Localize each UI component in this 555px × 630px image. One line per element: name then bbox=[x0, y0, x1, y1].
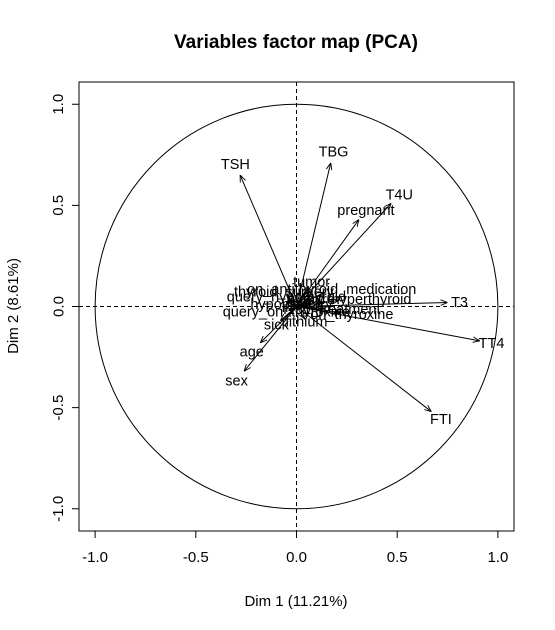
variable-label: T4U bbox=[386, 188, 413, 204]
variable-label: T3 bbox=[451, 295, 468, 311]
variable-arrow bbox=[296, 203, 392, 307]
x-axis-label: Dim 1 (11.21%) bbox=[244, 593, 347, 610]
y-axis-label: Dim 2 (8.61%) bbox=[5, 258, 22, 354]
variable-label: query_hyperthyroid bbox=[287, 292, 411, 308]
variable-arrows bbox=[240, 163, 480, 412]
variable-arrow bbox=[296, 306, 432, 412]
axes: -1.0 -0.5 0.0 0.5 1.0 -1.0 -0.5 0.0 0.5 1.0 bbox=[50, 94, 508, 566]
variable-arrow bbox=[296, 163, 331, 307]
x-tick-label: 1.0 bbox=[487, 549, 508, 566]
y-tick-label: -0.5 bbox=[50, 395, 67, 421]
variable-label: TBG bbox=[319, 144, 349, 160]
variable-label: TT4 bbox=[479, 336, 505, 352]
variable-label: query_hypothyroid bbox=[227, 289, 346, 305]
variable-label: I131_treatment bbox=[283, 302, 381, 318]
variable-label: pregnant bbox=[337, 203, 394, 219]
x-tick-label: 0.5 bbox=[387, 549, 408, 566]
variable-arrow bbox=[260, 306, 297, 343]
variable-label: lithium bbox=[286, 315, 328, 331]
variable-label: TSH bbox=[221, 157, 250, 173]
variable-arrow bbox=[244, 306, 297, 372]
variable-label: on_thyroxine bbox=[310, 307, 393, 323]
variable-label: query_on_thyroxine bbox=[223, 305, 350, 321]
y-tick-label: 1.0 bbox=[50, 94, 67, 115]
variable-arrow bbox=[240, 175, 297, 307]
variable-label: psych bbox=[285, 297, 323, 313]
y-tick-label: -1.0 bbox=[50, 496, 67, 522]
variable-label: on_antithyroid_medication bbox=[247, 282, 416, 298]
variable-arrow bbox=[296, 306, 305, 319]
variable-label: sick bbox=[264, 317, 290, 333]
variable-arrow bbox=[296, 306, 480, 341]
variable-label: sex bbox=[225, 374, 248, 390]
variable-label: tumor bbox=[293, 274, 330, 290]
variable-label: FTI bbox=[430, 412, 452, 428]
variable-arrow bbox=[296, 302, 448, 307]
x-tick-label: -0.5 bbox=[183, 549, 209, 566]
variable-arrow bbox=[296, 286, 309, 307]
variable-label: age bbox=[240, 344, 264, 360]
variable-label: thyroid_surgery bbox=[234, 284, 335, 300]
x-tick-label: -1.0 bbox=[82, 549, 108, 566]
x-tick-label: 0.0 bbox=[286, 549, 307, 566]
chart-title: Variables factor map (PCA) bbox=[174, 32, 418, 53]
variable-label: goitre bbox=[298, 292, 334, 308]
y-tick-label: 0.0 bbox=[50, 296, 67, 317]
variable-label: hypopituitary bbox=[250, 297, 333, 313]
y-tick-label: 0.5 bbox=[50, 195, 67, 216]
